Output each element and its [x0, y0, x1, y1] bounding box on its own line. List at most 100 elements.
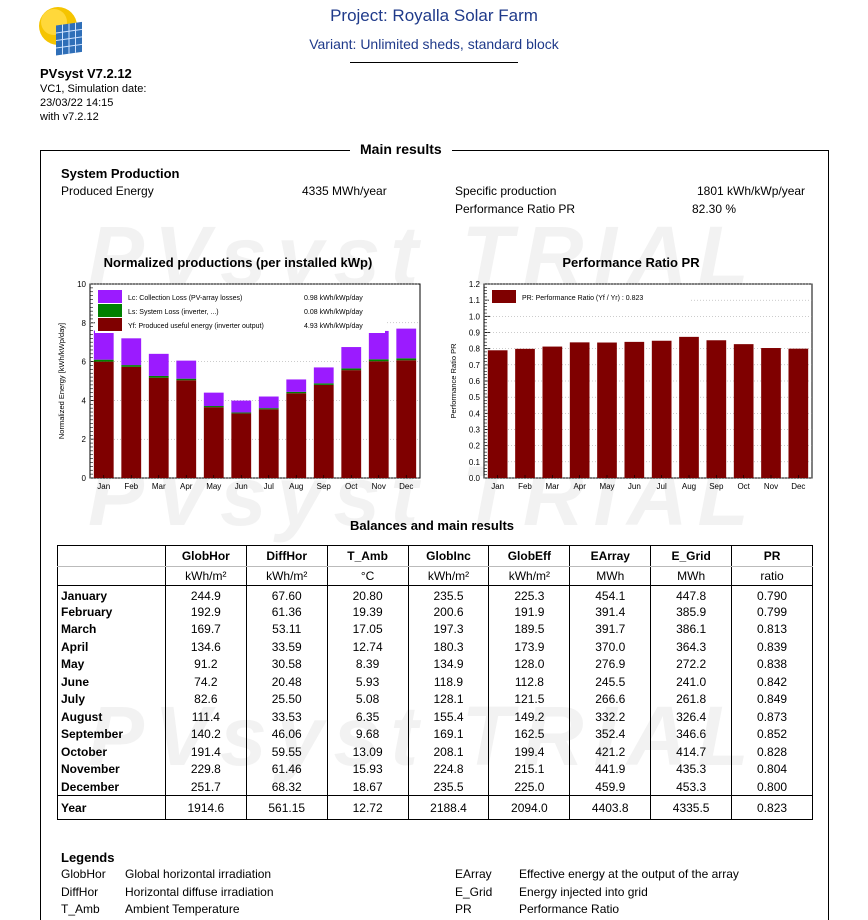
table-cell: 225.3 [488, 585, 571, 603]
column-unit: MWh [569, 566, 652, 586]
y-axis-label: Normalized Energy [kWh/kWp/day] [57, 323, 66, 439]
bar [542, 346, 563, 478]
table-cell: 1914.6 [164, 795, 247, 820]
table-cell: 128.1 [407, 690, 490, 708]
normalized-productions-chart: 0 2 4 6 8 10 Normalized Energy [kWh/kWp/day] Ja… [57, 280, 421, 491]
column-unit: MWh [650, 566, 733, 586]
table-cell: 134.9 [407, 655, 490, 673]
produced-energy-value: 4335 MWh/year [302, 184, 387, 198]
bar [258, 396, 279, 409]
legend-box [95, 287, 385, 333]
bar [313, 383, 334, 385]
project-title: Project: Royalla Solar Farm [330, 6, 538, 25]
table-cell: 33.59 [245, 638, 328, 656]
y-tick-label: 0.5 [469, 393, 481, 402]
x-tick-label: May [206, 482, 221, 491]
table-cell: 128.0 [488, 655, 571, 673]
legend-key: E_Grid [455, 885, 493, 899]
table-cell: 0.842 [731, 673, 813, 691]
table-cell: 33.53 [245, 708, 328, 726]
legend-key: DiffHor [61, 885, 99, 899]
bar [93, 330, 114, 360]
legend-swatch [492, 290, 516, 303]
bar [396, 328, 417, 359]
table-cell: 332.2 [569, 708, 652, 726]
row-label: July [57, 690, 166, 708]
table-cell: 30.58 [245, 655, 328, 673]
bar [231, 413, 252, 478]
row-label: October [57, 743, 166, 761]
table-cell: 134.6 [164, 638, 247, 656]
table-cell: 215.1 [488, 760, 571, 778]
x-tick-label: May [599, 482, 614, 491]
table-cell: 17.05 [326, 620, 409, 638]
legend-value: 4.93 kWh/kWp/day [304, 323, 363, 330]
specific-production-label: Specific production [455, 184, 557, 198]
table-cell: 241.0 [650, 673, 733, 691]
table-cell: 53.11 [245, 620, 328, 638]
table-cell: 447.8 [650, 585, 733, 603]
simulation-meta: VC1, Simulation date: 23/03/22 14:15 wit… [40, 82, 146, 124]
legend-swatch [98, 304, 122, 317]
bar [341, 370, 362, 478]
column-header: GlobEff [488, 545, 571, 567]
table-cell: 18.67 [326, 778, 409, 796]
table-row: February 192.9 61.36 19.39 200.6 191.9 391.4 38… [57, 603, 813, 621]
table-cell: 200.6 [407, 603, 490, 621]
column-header: PR [731, 545, 813, 567]
x-tick-label: Apr [573, 482, 586, 491]
bar [286, 393, 307, 478]
table-cell: 2094.0 [488, 795, 571, 820]
bar [148, 353, 169, 376]
balances-table: GlobHor DiffHor T_Amb GlobInc GlobEff EArray E… [57, 545, 813, 820]
table-cell: 0.828 [731, 743, 813, 761]
y-tick-label: 4 [82, 396, 87, 405]
table-cell: 245.5 [569, 673, 652, 691]
table-cell: 121.5 [488, 690, 571, 708]
legend-box [489, 287, 689, 305]
table-cell: 189.5 [488, 620, 571, 638]
table-row: December 251.7 68.32 18.67 235.5 225.0 459.9 45… [57, 778, 813, 796]
table-cell: 0.852 [731, 725, 813, 743]
meta-line: 23/03/22 14:15 [40, 97, 114, 109]
table-cell: 386.1 [650, 620, 733, 638]
x-tick-label: Feb [518, 482, 532, 491]
bar [341, 347, 362, 369]
pvsyst-logo-icon [38, 6, 86, 58]
bar [258, 408, 279, 410]
main-results-title: Main results [350, 141, 452, 157]
table-cell: 67.60 [245, 585, 328, 603]
table-cell: 61.36 [245, 603, 328, 621]
table-cell: 68.32 [245, 778, 328, 796]
table-row: August 111.4 33.53 6.35 155.4 149.2 332.2 326.4… [57, 708, 813, 726]
table-row: May 91.2 30.58 8.39 134.9 128.0 276.9 272.2 0.83… [57, 655, 813, 673]
row-label: August [57, 708, 166, 726]
legend-desc: Effective energy at the output of the ar… [519, 867, 739, 881]
table-cell: 435.3 [650, 760, 733, 778]
y-tick-label: 0.9 [469, 329, 481, 338]
bar [176, 378, 197, 381]
meta-line: with v7.2.12 [40, 111, 99, 123]
table-cell: 5.08 [326, 690, 409, 708]
table-row: September 140.2 46.06 9.68 169.1 162.5 352.4 34… [57, 725, 813, 743]
row-label: April [57, 638, 166, 656]
table-cell: 0.873 [731, 708, 813, 726]
table-cell: 191.4 [164, 743, 247, 761]
table-total-row: Year 1914.6 561.15 12.72 2188.4 2094.0 4403.8 4… [57, 795, 813, 820]
column-unit: ratio [731, 566, 813, 586]
table-cell: 229.8 [164, 760, 247, 778]
table-cell: 364.3 [650, 638, 733, 656]
bar [368, 359, 389, 362]
bar [121, 365, 142, 367]
bar [487, 350, 508, 478]
table-cell: 25.50 [245, 690, 328, 708]
table-cell: 346.6 [650, 725, 733, 743]
table-cell: 352.4 [569, 725, 652, 743]
table-row: June 74.2 20.48 5.93 118.9 112.8 245.5 241.0 0.8… [57, 673, 813, 691]
bar [569, 342, 590, 478]
column-unit: kWh/m² [164, 566, 247, 586]
table-cell: 261.8 [650, 690, 733, 708]
bar [148, 377, 169, 478]
table-row: July 82.6 25.50 5.08 128.1 121.5 266.6 261.8 0.8… [57, 690, 813, 708]
legend-label: PR: Performance Ratio (Yf / Yr) : 0.823 [522, 295, 643, 302]
